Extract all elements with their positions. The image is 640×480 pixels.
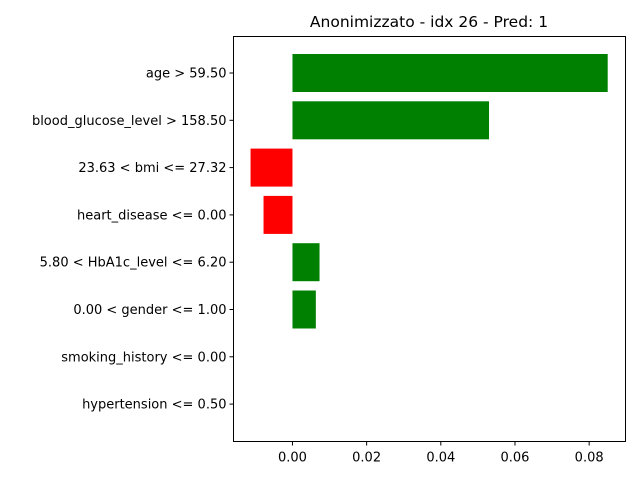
bar-2: [250, 148, 293, 187]
bar-3: [263, 195, 293, 234]
bar-4: [292, 243, 320, 282]
category-label-7: hypertension <= 0.50: [82, 398, 226, 413]
x-tick-label-4: 0.08: [575, 451, 604, 466]
bar-1: [292, 101, 490, 140]
bar-5: [292, 290, 316, 329]
x-axis: 0.00 0.02 0.04 0.06 0.08: [278, 441, 604, 466]
x-tick-label-3: 0.06: [501, 451, 530, 466]
x-tick-label-1: 0.02: [352, 451, 381, 466]
chart-title: Anonimizzato - idx 26 - Pred: 1: [310, 13, 548, 31]
category-label-2: 23.63 < bmi <= 27.32: [78, 161, 226, 176]
category-label-6: smoking_history <= 0.00: [61, 350, 226, 365]
category-labels: age > 59.50 blood_glucose_level > 158.50 2…: [32, 67, 234, 413]
category-label-1: blood_glucose_level > 158.50: [32, 114, 227, 129]
x-tick-label-2: 0.04: [426, 451, 455, 466]
x-tick-label-0: 0.00: [278, 451, 307, 466]
bar-0: [292, 54, 608, 92]
category-label-4: 5.80 < HbA1c_level <= 6.20: [40, 256, 227, 271]
category-label-0: age > 59.50: [146, 67, 227, 82]
plot-frame: [233, 36, 626, 442]
bars-group: [250, 54, 608, 329]
category-label-3: heart_disease <= 0.00: [77, 208, 227, 223]
category-label-5: 0.00 < gender <= 1.00: [73, 303, 226, 318]
